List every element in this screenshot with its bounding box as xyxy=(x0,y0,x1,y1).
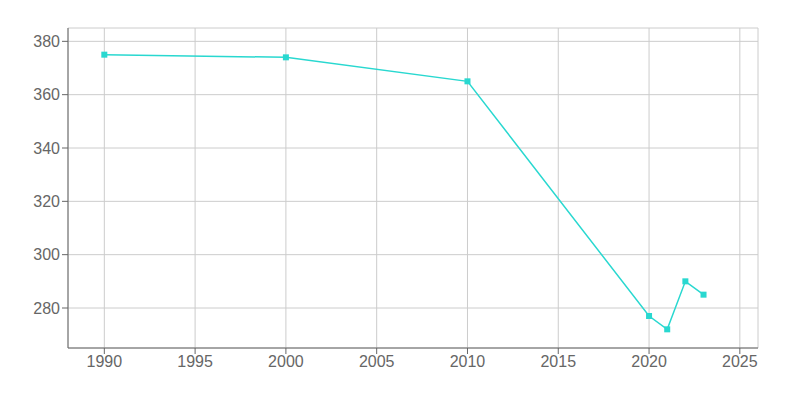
svg-text:300: 300 xyxy=(33,246,60,263)
svg-text:2000: 2000 xyxy=(268,353,304,370)
svg-text:2020: 2020 xyxy=(631,353,667,370)
svg-text:380: 380 xyxy=(33,33,60,50)
svg-text:1990: 1990 xyxy=(87,353,123,370)
svg-text:280: 280 xyxy=(33,300,60,317)
svg-text:320: 320 xyxy=(33,193,60,210)
svg-text:2005: 2005 xyxy=(359,353,395,370)
svg-text:340: 340 xyxy=(33,140,60,157)
svg-text:360: 360 xyxy=(33,86,60,103)
svg-text:2025: 2025 xyxy=(722,353,758,370)
svg-text:1995: 1995 xyxy=(177,353,213,370)
svg-text:2015: 2015 xyxy=(540,353,576,370)
svg-text:2010: 2010 xyxy=(450,353,486,370)
